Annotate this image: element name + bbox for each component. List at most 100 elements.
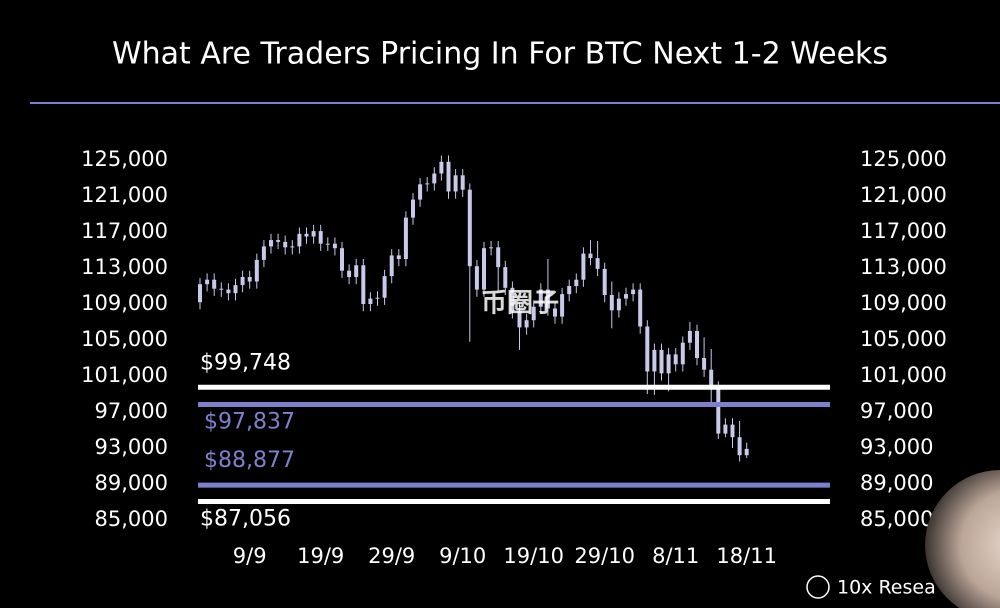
candle-body [482, 248, 486, 290]
candle-body [702, 358, 707, 370]
plot: 85,000 85,000 89,000 89,000 93,000 93,000 97,0… [81, 147, 947, 568]
candle-body [531, 306, 536, 321]
candle-body [361, 265, 366, 304]
candle-body [269, 240, 273, 247]
candle-body [368, 298, 373, 304]
candle-body [446, 161, 451, 192]
candle-body [538, 289, 543, 307]
y-tick-label: 85,000 [95, 507, 168, 531]
candle-body [652, 349, 657, 372]
level-label: $97,837 [204, 409, 295, 434]
candle-body [332, 243, 337, 249]
y2-tick-label: 121,000 [860, 183, 947, 207]
candle-body [304, 233, 309, 237]
x-tick-label: 8/11 [652, 544, 699, 568]
candle-body [439, 161, 444, 174]
candle-body [730, 424, 735, 438]
candle-body [510, 287, 515, 312]
candle-body [588, 253, 593, 259]
candle-body [680, 342, 685, 365]
x-tick-label: 9/10 [439, 544, 486, 568]
candle-body [325, 243, 330, 245]
candle-body [574, 279, 579, 286]
y-tick-label: 101,000 [81, 363, 168, 387]
candle-body [340, 248, 344, 271]
candle-body [602, 268, 607, 295]
y2-tick-label: 125,000 [860, 147, 947, 171]
y2-tick-label: 93,000 [860, 435, 933, 459]
candle-body [411, 199, 415, 218]
candle-body [673, 354, 678, 365]
candle-body [474, 266, 479, 290]
y-tick-label: 121,000 [81, 183, 168, 207]
y-tick-label: 109,000 [81, 291, 168, 315]
candle-body [205, 279, 210, 285]
candle-body [659, 349, 664, 374]
candle-body [354, 265, 359, 277]
candle-body [709, 369, 714, 388]
candle-body [616, 298, 621, 311]
y-tick-label: 93,000 [95, 435, 168, 459]
candle-body [553, 308, 557, 317]
candle-body [723, 424, 728, 434]
level-label: $99,748 [200, 350, 291, 375]
x-tick-label: 18/11 [716, 544, 777, 568]
y2-tick-label: 113,000 [860, 255, 947, 279]
watermark: 币圈子 [481, 289, 559, 319]
x-tick-label: 29/9 [368, 544, 415, 568]
candle-body [496, 247, 501, 268]
y-tick-label: 113,000 [81, 255, 168, 279]
y2-tick-label: 101,000 [860, 363, 947, 387]
candle-body [240, 277, 245, 286]
candle-body [297, 233, 302, 247]
candle-body [524, 320, 529, 328]
candle-body [744, 448, 749, 456]
candle-body [290, 246, 295, 248]
candle-body [737, 437, 742, 456]
candle-body [645, 326, 650, 372]
y2-tick-label: 85,000 [860, 507, 933, 531]
candle-body [261, 246, 266, 260]
candle-body [432, 173, 437, 184]
candle-body [609, 295, 614, 311]
candle-body [687, 331, 692, 343]
candle-body [226, 289, 231, 294]
candle-body [233, 285, 238, 294]
y2-tick-label: 105,000 [860, 327, 947, 351]
presenter-photo [925, 470, 1000, 608]
candle-body [198, 284, 202, 303]
candle-body [581, 253, 586, 280]
x-tick-label: 19/10 [503, 544, 564, 568]
level-label: $87,056 [200, 506, 291, 531]
candle-body [418, 184, 423, 200]
candle-body [318, 231, 323, 244]
candle-body [467, 189, 472, 267]
source: 10x Research [837, 577, 966, 599]
y-tick-label: 105,000 [81, 327, 168, 351]
candle-body [666, 354, 671, 374]
candle-body [560, 294, 565, 317]
candle-body [460, 175, 465, 190]
candle-body [716, 387, 721, 434]
y-tick-label: 125,000 [81, 147, 168, 171]
y2-tick-label: 97,000 [860, 399, 933, 423]
x-tick-label: 29/10 [574, 544, 635, 568]
logo [806, 575, 830, 599]
candle-body [382, 276, 387, 298]
candle-body [283, 241, 288, 248]
candle-body [695, 331, 699, 358]
candle-body [517, 311, 522, 328]
y-tick-label: 117,000 [81, 219, 168, 243]
candle-body [212, 279, 217, 289]
candle-body [219, 288, 224, 290]
candle-body [631, 289, 636, 295]
candle-body [595, 258, 600, 269]
candle-body [396, 255, 401, 259]
candle-body [276, 240, 281, 242]
candle-body [311, 231, 316, 237]
candle-body [624, 294, 628, 299]
candle-body [425, 183, 430, 185]
candle-body [254, 259, 259, 282]
y2-tick-label: 109,000 [860, 291, 947, 315]
